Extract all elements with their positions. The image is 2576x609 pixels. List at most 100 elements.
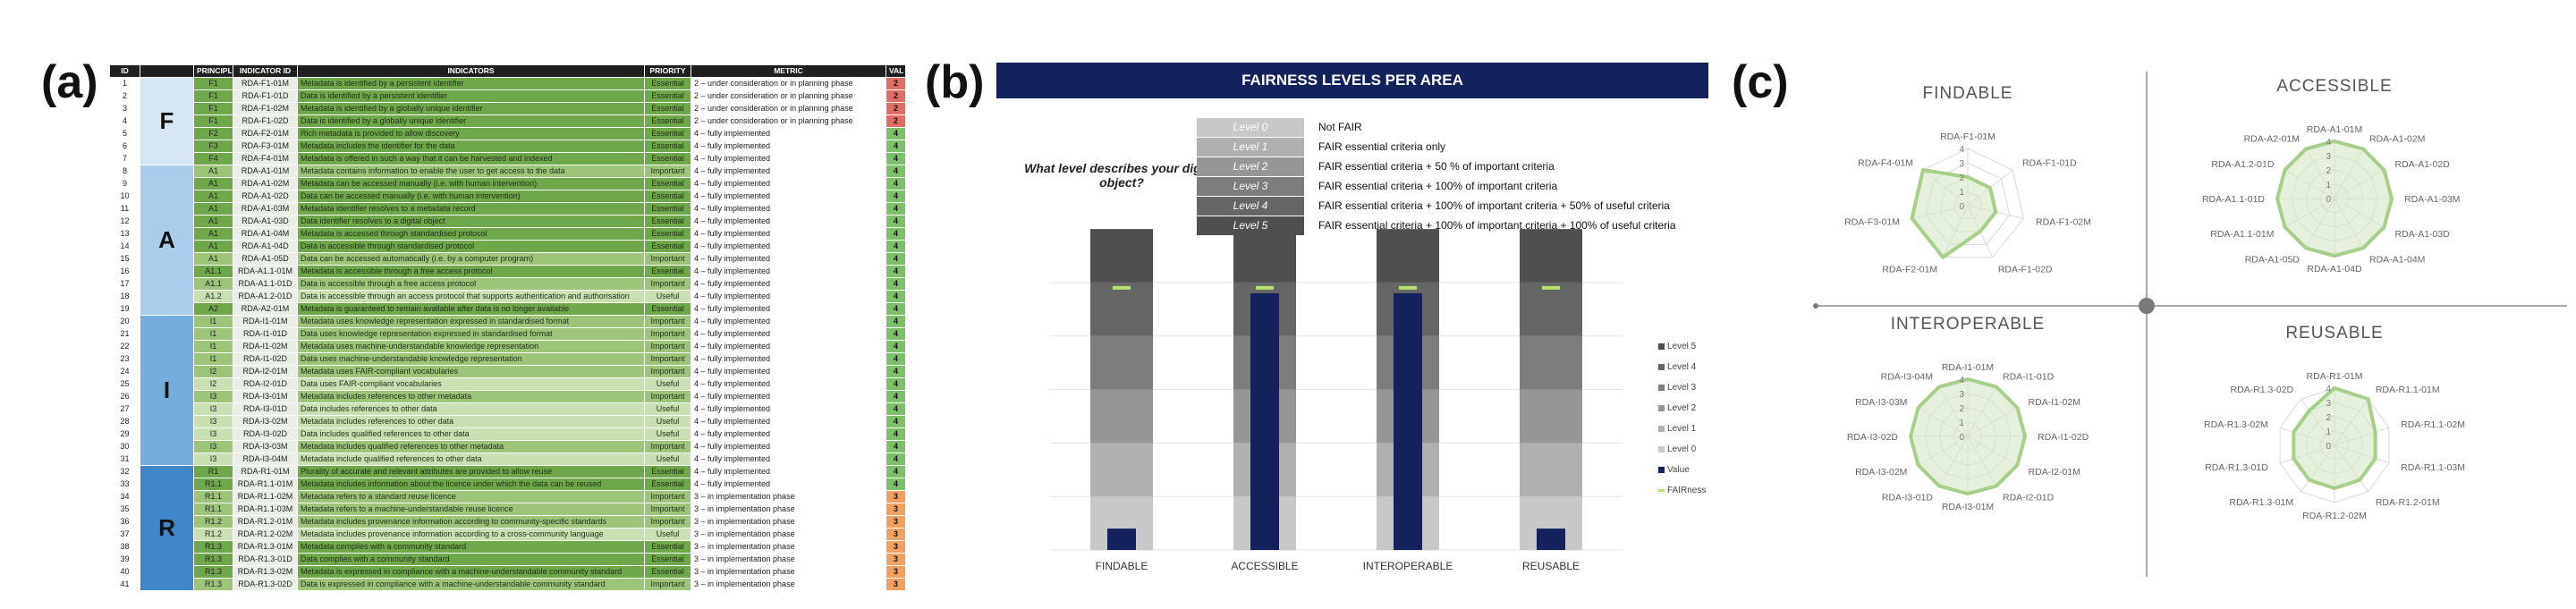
cell-indicator[interactable]: Data is expressed in compliance with a m… (297, 578, 645, 591)
cell-priority[interactable]: Important (644, 252, 691, 266)
table-row[interactable]: 2 F1 RDA-F1-01D Data is identified by a per… (109, 89, 906, 103)
cell-id[interactable]: 27 (109, 402, 140, 416)
cell-id[interactable]: 19 (109, 302, 140, 316)
cell-id[interactable]: 3 (109, 102, 140, 115)
table-row[interactable]: 37 R1.2 RDA-R1.2-02M Metadata includes prov… (109, 528, 906, 541)
cell-value[interactable]: 4 (886, 227, 906, 241)
cell-principle[interactable]: I1 (193, 352, 233, 366)
header-indicators[interactable]: INDICATORS (297, 64, 645, 78)
cell-indicator[interactable]: Data includes references to other data (297, 402, 645, 416)
table-row[interactable]: 22 I1 RDA-I1-02M Metadata uses machine-unde… (109, 340, 906, 353)
cell-value[interactable]: 4 (886, 140, 906, 153)
cell-principle[interactable]: A1 (193, 177, 233, 190)
cell-indicator[interactable]: Data identifier resolves to a digital ob… (297, 215, 645, 228)
cell-indicator-id[interactable]: RDA-I1-01D (233, 327, 298, 341)
cell-indicator[interactable]: Data is accessible through a free access… (297, 277, 645, 291)
cell-priority[interactable]: Important (644, 327, 691, 341)
table-row[interactable]: 14 A1 RDA-A1-04D Data is accessible through… (109, 240, 906, 253)
cell-value[interactable]: 3 (886, 553, 906, 566)
table-row[interactable]: 15 A1 RDA-A1-05D Data can be accessed autom… (109, 252, 906, 266)
cell-indicator[interactable]: Data complies with a community standard (297, 553, 645, 566)
cell-indicator[interactable]: Data uses FAIR-compliant vocabularies (297, 377, 645, 391)
cell-id[interactable]: 17 (109, 277, 140, 291)
cell-priority[interactable]: Useful (644, 290, 691, 303)
cell-indicator[interactable]: Metadata uses knowledge representation e… (297, 315, 645, 328)
cell-indicator[interactable]: Metadata contains information to enable … (297, 165, 645, 178)
cell-priority[interactable]: Essential (644, 190, 691, 203)
cell-principle[interactable]: A2 (193, 302, 233, 316)
table-row[interactable]: 36 R1.2 RDA-R1.2-01M Metadata includes prov… (109, 515, 906, 529)
cell-id[interactable]: 20 (109, 315, 140, 328)
cell-metric[interactable]: 4 – fully implemented (691, 190, 886, 203)
cell-id[interactable]: 34 (109, 490, 140, 503)
table-row[interactable]: 4 F1 RDA-F1-02D Data is identified by a glo… (109, 114, 906, 128)
cell-indicator-id[interactable]: RDA-A1.1-01D (233, 277, 298, 291)
cell-value[interactable]: 4 (886, 177, 906, 190)
cell-principle[interactable]: R1.2 (193, 528, 233, 541)
cell-id[interactable]: 5 (109, 127, 140, 140)
cell-metric[interactable]: 4 – fully implemented (691, 165, 886, 178)
table-row[interactable]: 28 I3 RDA-I3-02M Metadata includes referenc… (109, 415, 906, 428)
cell-principle[interactable]: I2 (193, 377, 233, 391)
table-row[interactable]: 26 I3 RDA-I3-01M Metadata includes referenc… (109, 390, 906, 403)
cell-principle[interactable]: R1.3 (193, 565, 233, 579)
value-bar[interactable] (1107, 529, 1136, 550)
cell-indicator-id[interactable]: RDA-I3-01D (233, 402, 298, 416)
cell-priority[interactable]: Important (644, 277, 691, 291)
cell-metric[interactable]: 3 – in implementation phase (691, 565, 886, 579)
cell-value[interactable]: 4 (886, 277, 906, 291)
cell-indicator-id[interactable]: RDA-I1-02M (233, 340, 298, 353)
table-row[interactable]: 3 F1 RDA-F1-02M Metadata is identified by a… (109, 102, 906, 115)
cell-indicator[interactable]: Metadata can be accessed manually (i.e. … (297, 177, 645, 190)
cell-principle[interactable]: F4 (193, 152, 233, 165)
cell-priority[interactable]: Important (644, 340, 691, 353)
cell-metric[interactable]: 4 – fully implemented (691, 265, 886, 278)
cell-metric[interactable]: 4 – fully implemented (691, 240, 886, 253)
cell-principle[interactable]: A1 (193, 240, 233, 253)
cell-id[interactable]: 8 (109, 165, 140, 178)
cell-indicator[interactable]: Metadata complies with a community stand… (297, 540, 645, 554)
cell-priority[interactable]: Essential (644, 140, 691, 153)
table-row[interactable]: 17 A1.1 RDA-A1.1-01D Data is accessible thr… (109, 277, 906, 291)
value-bar[interactable] (1394, 292, 1422, 550)
cell-indicator-id[interactable]: RDA-A1.1-01M (233, 265, 298, 278)
cell-principle[interactable]: A1 (193, 165, 233, 178)
value-bar[interactable] (1250, 292, 1279, 550)
cell-priority[interactable]: Essential (644, 302, 691, 316)
cell-principle[interactable]: A1 (193, 190, 233, 203)
cell-value[interactable]: 3 (886, 490, 906, 503)
cell-indicator-id[interactable]: RDA-R1-01M (233, 465, 298, 478)
cell-indicator-id[interactable]: RDA-R1.3-02M (233, 565, 298, 579)
cell-priority[interactable]: Essential (644, 465, 691, 478)
cell-value[interactable]: 4 (886, 327, 906, 341)
cell-principle[interactable]: F1 (193, 102, 233, 115)
cell-id[interactable]: 32 (109, 465, 140, 478)
cell-indicator-id[interactable]: RDA-F1-01D (233, 89, 298, 103)
cell-id[interactable]: 41 (109, 578, 140, 591)
table-row[interactable]: 21 I1 RDA-I1-01D Data uses knowledge repres… (109, 327, 906, 341)
cell-value[interactable]: 4 (886, 427, 906, 441)
cell-indicator-id[interactable]: RDA-F4-01M (233, 152, 298, 165)
cell-principle[interactable]: I3 (193, 453, 233, 466)
cell-id[interactable]: 39 (109, 553, 140, 566)
cell-id[interactable]: 11 (109, 202, 140, 216)
cell-metric[interactable]: 4 – fully implemented (691, 302, 886, 316)
cell-id[interactable]: 6 (109, 140, 140, 153)
table-row[interactable]: 6 F3 RDA-F3-01M Metadata includes the ident… (109, 140, 906, 153)
cell-indicator[interactable]: Plurality of accurate and relevant attri… (297, 465, 645, 478)
cell-value[interactable]: 4 (886, 152, 906, 165)
cell-indicator-id[interactable]: RDA-A1.2-01D (233, 290, 298, 303)
header-priority[interactable]: PRIORITY (644, 64, 691, 78)
cell-value[interactable]: 3 (886, 515, 906, 529)
value-bar[interactable] (1537, 529, 1565, 550)
table-row[interactable]: 27 I3 RDA-I3-01D Data includes references t… (109, 402, 906, 416)
cell-principle[interactable]: A1 (193, 227, 233, 241)
cell-indicator-id[interactable]: RDA-F3-01M (233, 140, 298, 153)
cell-indicator[interactable]: Metadata is offered in such a way that i… (297, 152, 645, 165)
cell-principle[interactable]: A1 (193, 202, 233, 216)
table-row[interactable]: 11 A1 RDA-A1-03M Metadata identifier resolv… (109, 202, 906, 216)
cell-id[interactable]: 10 (109, 190, 140, 203)
cell-value[interactable]: 4 (886, 402, 906, 416)
header-value[interactable]: VAL (886, 64, 906, 78)
cell-value[interactable]: 4 (886, 302, 906, 316)
